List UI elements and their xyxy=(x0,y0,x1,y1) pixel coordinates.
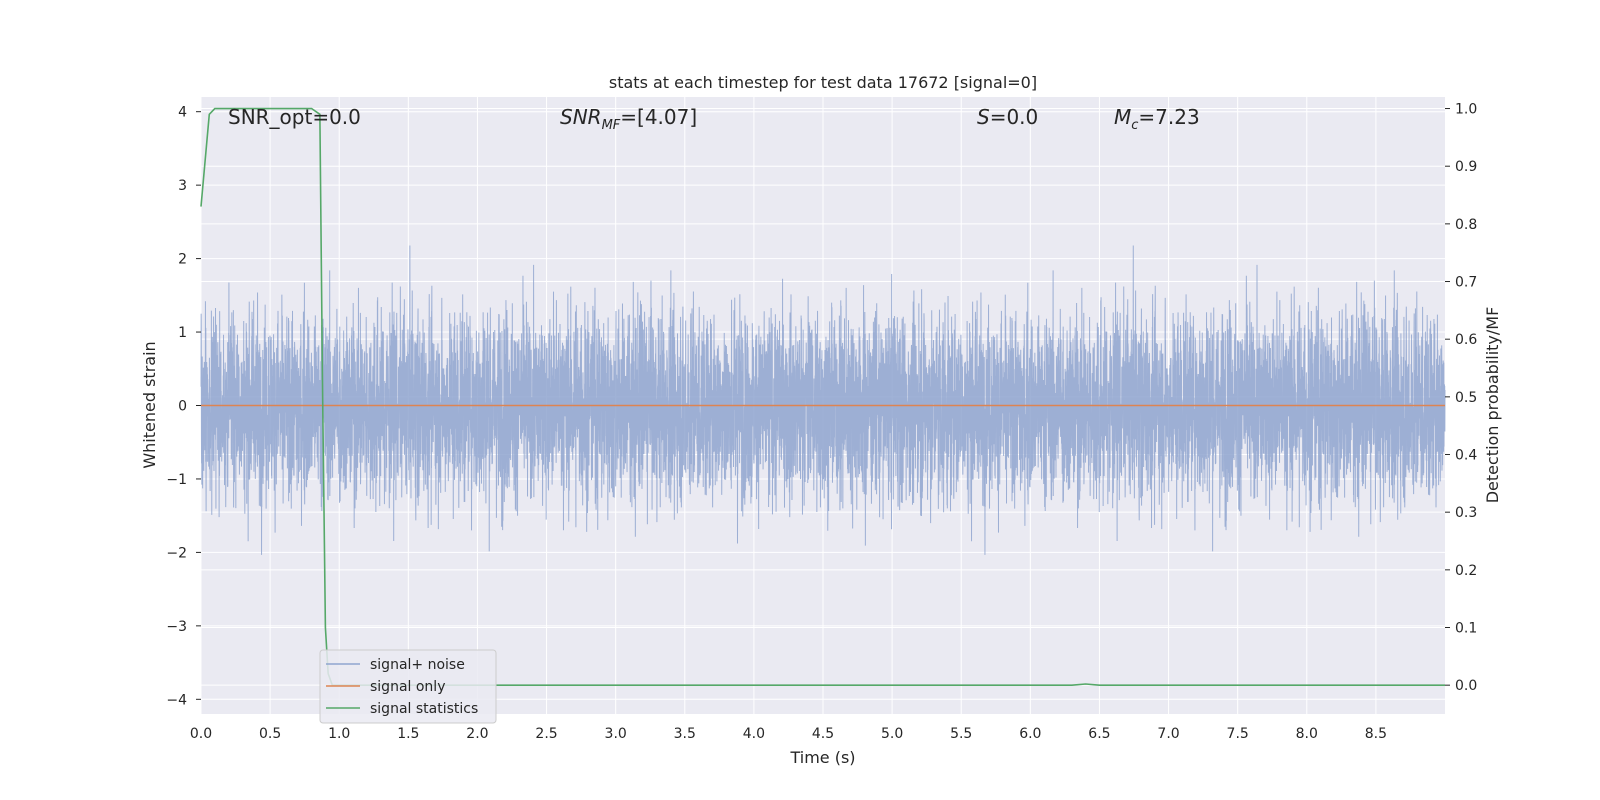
annotation-snr-opt: SNR_opt=0.0 xyxy=(228,105,361,129)
noise-series-layer xyxy=(200,245,1446,555)
legend-label-signal: signal only xyxy=(370,679,445,695)
annotation-mc-value: =7.23 xyxy=(1138,105,1199,129)
annotation-mc: Mc=7.23 xyxy=(1114,105,1200,133)
annotation-s-main: S xyxy=(977,105,990,129)
annotation-snr-mf-main: SNR xyxy=(560,105,602,129)
y-tick-label: 1 xyxy=(178,325,187,341)
y2-tick-label: 0.2 xyxy=(1455,563,1477,579)
x-tick-label: 4.0 xyxy=(743,726,765,742)
x-tick-label: 8.5 xyxy=(1365,726,1387,742)
annotation-s-value: =0.0 xyxy=(990,105,1039,129)
x-tick-label: 2.0 xyxy=(466,726,488,742)
x-tick-label: 5.5 xyxy=(950,726,972,742)
y2-tick-label: 1.0 xyxy=(1455,102,1477,118)
y2-tick-label: 0.0 xyxy=(1455,678,1477,694)
y-tick-label: −4 xyxy=(166,692,187,708)
y-tick-label: 2 xyxy=(178,252,187,268)
x-tick-label: 4.5 xyxy=(812,726,834,742)
x-axis-label: Time (s) xyxy=(789,748,855,767)
x-tick-label: 5.0 xyxy=(881,726,903,742)
legend: signal+ noise signal only signal statist… xyxy=(319,649,497,724)
x-tick-label: 6.0 xyxy=(1019,726,1041,742)
x-tick-label: 2.5 xyxy=(535,726,557,742)
annotation-mc-main: M xyxy=(1114,105,1131,129)
legend-label-noise: signal+ noise xyxy=(370,657,465,673)
ticks-layer: 0.0 0.5 1.0 1.5 2.0 2.5 3.0 3.5 4.0 4.5 5.0 5.5 6.0 6… xyxy=(166,102,1477,742)
x-tick-label: 8.0 xyxy=(1296,726,1318,742)
x-tick-label: 7.5 xyxy=(1227,726,1249,742)
annotation-mc-sub: c xyxy=(1131,118,1138,133)
y2-tick-label: 0.6 xyxy=(1455,332,1477,348)
series-signal-plus-noise xyxy=(200,245,1446,555)
legend-label-stats: signal statistics xyxy=(370,701,478,717)
x-tick-label: 6.5 xyxy=(1088,726,1110,742)
y-axis-label: Whitened strain xyxy=(140,341,159,468)
chart-title: stats at each timestep for test data 176… xyxy=(609,73,1037,92)
y2-tick-label: 0.8 xyxy=(1455,217,1477,233)
y-tick-label: 3 xyxy=(178,178,187,194)
y2-tick-label: 0.3 xyxy=(1455,505,1477,521)
y2-tick-label: 0.5 xyxy=(1455,390,1477,406)
y2-tick-label: 0.4 xyxy=(1455,448,1477,464)
y-tick-label: −2 xyxy=(166,545,187,561)
annotation-s: S=0.0 xyxy=(977,105,1038,129)
legend-box xyxy=(319,649,497,724)
y2-tick-label: 0.1 xyxy=(1455,621,1477,637)
annotation-snr-mf-sub: MF xyxy=(602,118,621,133)
annotation-snr-mf-value: =[4.07] xyxy=(620,105,697,129)
y-tick-label: −1 xyxy=(166,472,187,488)
x-tick-label: 0.0 xyxy=(190,726,212,742)
x-tick-label: 3.0 xyxy=(605,726,627,742)
annotation-snr-mf: SNRMF=[4.07] xyxy=(560,105,697,133)
x-tick-label: 1.5 xyxy=(397,726,419,742)
y-tick-label: −3 xyxy=(166,619,187,635)
x-tick-label: 1.0 xyxy=(328,726,350,742)
y2-tick-label: 0.9 xyxy=(1455,159,1477,175)
x-tick-label: 3.5 xyxy=(674,726,696,742)
y2-tick-label: 0.7 xyxy=(1455,275,1477,291)
y-tick-label: 4 xyxy=(178,105,187,121)
x-tick-label: 7.0 xyxy=(1157,726,1179,742)
y2-axis-label: Detection probability/MF xyxy=(1483,307,1502,504)
x-tick-label: 0.5 xyxy=(259,726,281,742)
y-tick-label: 0 xyxy=(178,399,187,415)
